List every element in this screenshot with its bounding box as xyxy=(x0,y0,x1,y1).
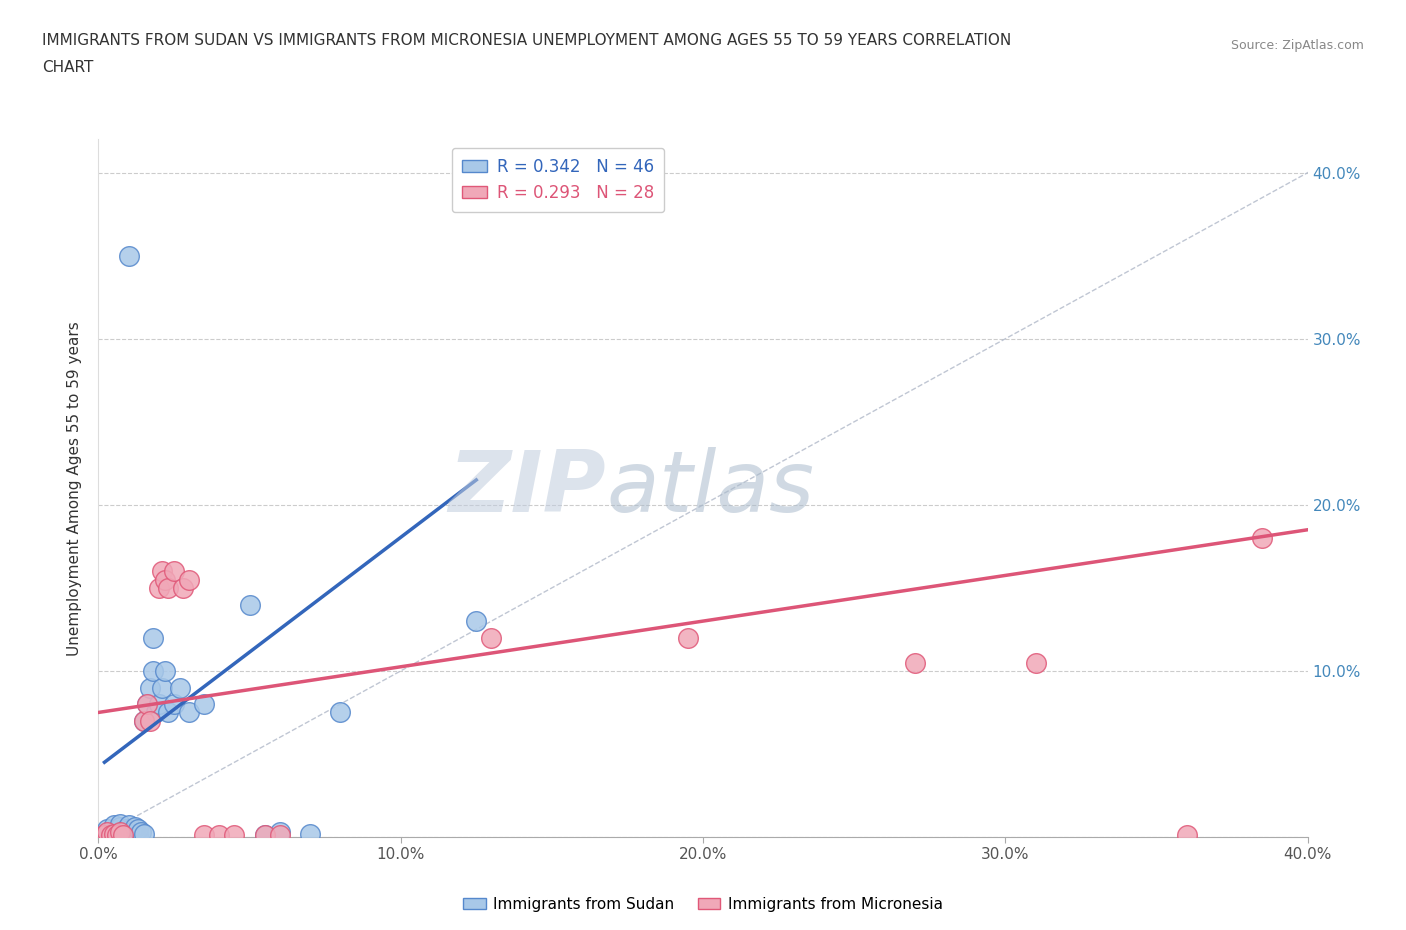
Point xyxy=(118,818,141,833)
Point xyxy=(108,826,131,841)
Point xyxy=(108,817,131,831)
Point xyxy=(129,825,152,840)
Point xyxy=(481,631,503,645)
Point xyxy=(111,828,134,843)
Legend: Immigrants from Sudan, Immigrants from Micronesia: Immigrants from Sudan, Immigrants from M… xyxy=(457,891,949,918)
Point xyxy=(169,680,191,695)
Point xyxy=(904,656,927,671)
Point xyxy=(108,819,131,834)
Point xyxy=(193,697,215,711)
Point xyxy=(269,825,291,840)
Point xyxy=(105,828,128,843)
Point xyxy=(208,828,231,843)
Point xyxy=(111,828,134,843)
Point xyxy=(156,705,179,720)
Point xyxy=(105,828,128,843)
Legend: R = 0.342   N = 46, R = 0.293   N = 28: R = 0.342 N = 46, R = 0.293 N = 28 xyxy=(451,148,664,212)
Point xyxy=(135,697,157,711)
Point xyxy=(465,614,488,629)
Point xyxy=(118,828,141,843)
Point xyxy=(156,580,179,595)
Point xyxy=(103,826,125,841)
Point xyxy=(108,825,131,840)
Text: atlas: atlas xyxy=(606,446,814,530)
Point xyxy=(103,825,125,840)
Point xyxy=(105,823,128,838)
Point xyxy=(114,826,136,841)
Point xyxy=(179,705,201,720)
Point xyxy=(193,828,215,843)
Point xyxy=(239,597,262,612)
Point xyxy=(148,580,170,595)
Point xyxy=(148,697,170,711)
Point xyxy=(111,825,134,840)
Point xyxy=(139,713,162,728)
Point xyxy=(121,825,143,840)
Point xyxy=(100,828,122,843)
Point xyxy=(150,680,173,695)
Text: ZIP: ZIP xyxy=(449,446,606,530)
Point xyxy=(163,564,186,578)
Point xyxy=(142,631,165,645)
Point xyxy=(253,828,276,843)
Point xyxy=(100,828,122,843)
Point xyxy=(96,826,118,841)
Point xyxy=(132,713,155,728)
Text: CHART: CHART xyxy=(42,60,94,75)
Point xyxy=(676,631,699,645)
Point xyxy=(132,826,155,841)
Point xyxy=(124,826,146,841)
Point xyxy=(142,663,165,678)
Point xyxy=(118,823,141,838)
Point xyxy=(1175,828,1198,843)
Point xyxy=(329,705,352,720)
Point xyxy=(135,697,157,711)
Y-axis label: Unemployment Among Ages 55 to 59 years: Unemployment Among Ages 55 to 59 years xyxy=(67,321,83,656)
Point xyxy=(153,663,176,678)
Point xyxy=(139,680,162,695)
Point xyxy=(118,248,141,263)
Point xyxy=(172,580,194,595)
Point xyxy=(1251,531,1274,546)
Point xyxy=(150,564,173,578)
Point xyxy=(96,821,118,836)
Point xyxy=(96,825,118,840)
Point xyxy=(269,828,291,843)
Point xyxy=(93,828,115,843)
Point xyxy=(93,828,115,843)
Point xyxy=(124,819,146,834)
Point xyxy=(127,821,149,836)
Point xyxy=(163,697,186,711)
Point xyxy=(1024,656,1046,671)
Point xyxy=(114,821,136,836)
Point xyxy=(179,572,201,587)
Text: Source: ZipAtlas.com: Source: ZipAtlas.com xyxy=(1230,39,1364,52)
Point xyxy=(253,828,276,843)
Point xyxy=(103,818,125,833)
Point xyxy=(299,826,322,841)
Point xyxy=(145,705,167,720)
Point xyxy=(127,828,149,843)
Point xyxy=(153,572,176,587)
Text: IMMIGRANTS FROM SUDAN VS IMMIGRANTS FROM MICRONESIA UNEMPLOYMENT AMONG AGES 55 T: IMMIGRANTS FROM SUDAN VS IMMIGRANTS FROM… xyxy=(42,33,1011,47)
Point xyxy=(224,828,246,843)
Point xyxy=(132,713,155,728)
